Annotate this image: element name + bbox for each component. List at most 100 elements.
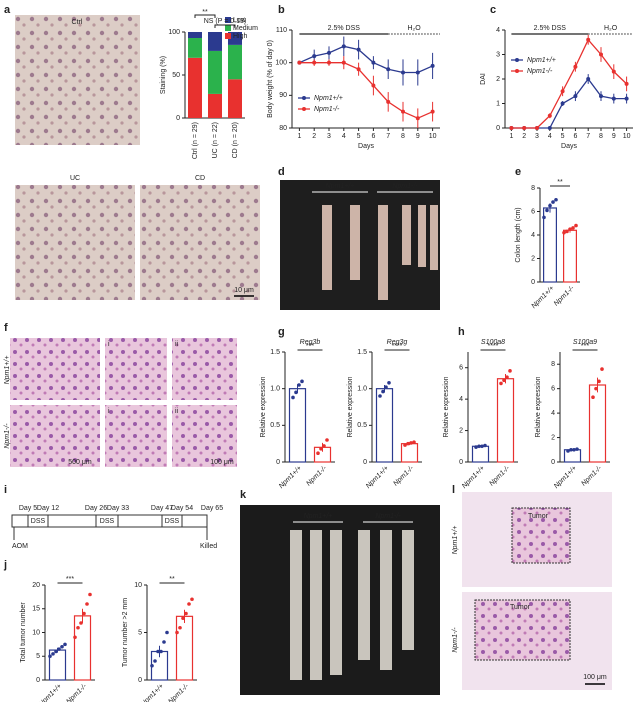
bar [471, 445, 490, 463]
y-tick-label: 4 [459, 396, 463, 403]
marker [547, 126, 552, 130]
phase-label: 2.5% DSS [534, 25, 567, 32]
y-tick-label: 3 [496, 51, 500, 58]
data-point [294, 390, 298, 395]
data-point [480, 444, 484, 449]
x-tick-label: 5 [357, 133, 361, 140]
y-tick-label: 80 [279, 125, 287, 132]
image-label: Npm1-/- [392, 183, 418, 190]
data-point [184, 611, 188, 616]
data-point [63, 642, 67, 647]
bar [562, 229, 577, 283]
legend-label: Npm1+/+ [527, 57, 556, 64]
x-tick-label: CD (n = 20) [232, 122, 239, 158]
x-tick-label: 1 [509, 133, 513, 140]
data-point [562, 230, 566, 235]
series-line [511, 38, 628, 129]
annotation: ** [202, 9, 208, 16]
bar-segment [228, 79, 242, 118]
series-line [299, 62, 433, 119]
marker [509, 126, 514, 130]
y-tick-label: 10 [32, 629, 40, 636]
row-label: Npm1-/- [4, 423, 11, 449]
x-tick-label: 8 [599, 133, 603, 140]
data-point [165, 630, 169, 635]
x-tick-label: Npm1-/- [488, 464, 511, 487]
bar-segment [208, 93, 222, 118]
x-tick-label: 9 [612, 133, 616, 140]
data-point [597, 379, 601, 384]
inset-label: ii [175, 408, 179, 415]
x-tick-label: Npm1+/+ [553, 465, 578, 490]
y-tick-label: 10 [134, 582, 142, 589]
day-label: Day 26 [85, 505, 107, 512]
bar-segment [188, 32, 202, 39]
panel-label: l [452, 484, 455, 496]
ctrl-image [15, 15, 140, 145]
data-point [600, 367, 604, 371]
y-tick-label: 100 [168, 29, 180, 36]
x-tick-label: 3 [327, 133, 331, 140]
marker [624, 96, 629, 101]
y-axis-label: Relative expression [347, 376, 354, 437]
data-point [406, 441, 410, 446]
data-point [565, 229, 569, 234]
x-tick-label: 8 [401, 133, 405, 140]
data-point [542, 215, 546, 220]
panel-label: f [4, 322, 8, 334]
data-point [574, 223, 578, 228]
tumor-region [511, 507, 571, 564]
y-tick-label: 90 [279, 92, 287, 99]
x-tick-label: Npm1+/+ [38, 683, 63, 702]
y-tick-label: 15 [32, 606, 40, 613]
dss-box [95, 514, 119, 528]
y-tick-label: 8 [551, 361, 555, 368]
y-axis-label: Body weight (% of day 0) [267, 40, 274, 118]
data-point [502, 378, 506, 383]
x-tick-label: 6 [371, 133, 375, 140]
significance: **** [488, 343, 499, 350]
y-axis-label: Tumor number >2 mm [122, 598, 129, 667]
legend-label: Npm1-/- [527, 68, 553, 75]
marker [371, 60, 376, 65]
x-tick-label: Ctrl (n = 29) [192, 122, 199, 159]
data-point [594, 386, 598, 391]
region-label: Tumor [528, 513, 549, 520]
y-tick-label: 4 [531, 232, 535, 239]
legend-marker [515, 58, 519, 62]
y-tick-label: 5 [36, 653, 40, 660]
data-point [291, 395, 295, 400]
y-tick-label: 0 [138, 677, 142, 684]
panel-label: b [278, 4, 285, 16]
tumor-region [474, 599, 571, 661]
y-tick-label: 0 [176, 115, 180, 122]
panel-label: j [3, 559, 7, 571]
marker [371, 83, 376, 88]
histology [105, 338, 167, 400]
y-tick-label: 50 [172, 72, 180, 79]
y-tick-label: 0 [276, 459, 280, 466]
x-tick-label: Npm1+/+ [278, 465, 303, 490]
marker [386, 99, 391, 104]
series-line [511, 77, 627, 129]
chart-title: S100a9 [573, 339, 597, 346]
data-point [175, 630, 179, 635]
legend-swatch [225, 17, 231, 23]
marker [401, 109, 405, 114]
dss-box [161, 514, 183, 528]
y-tick-label: 0 [496, 125, 500, 132]
data-point [76, 625, 80, 630]
data-point [162, 640, 166, 644]
panel-label: i [4, 484, 7, 496]
x-tick-label: 6 [573, 133, 577, 140]
marker [312, 54, 317, 59]
x-tick-label: Npm1-/- [580, 464, 603, 487]
day-label: Day 33 [107, 505, 129, 512]
y-tick-label: 1.0 [270, 386, 280, 393]
marker [356, 47, 361, 52]
x-tick-label: 7 [586, 133, 590, 140]
data-point [316, 451, 320, 456]
data-point [381, 389, 385, 394]
histology [10, 338, 100, 400]
marker [611, 96, 616, 101]
